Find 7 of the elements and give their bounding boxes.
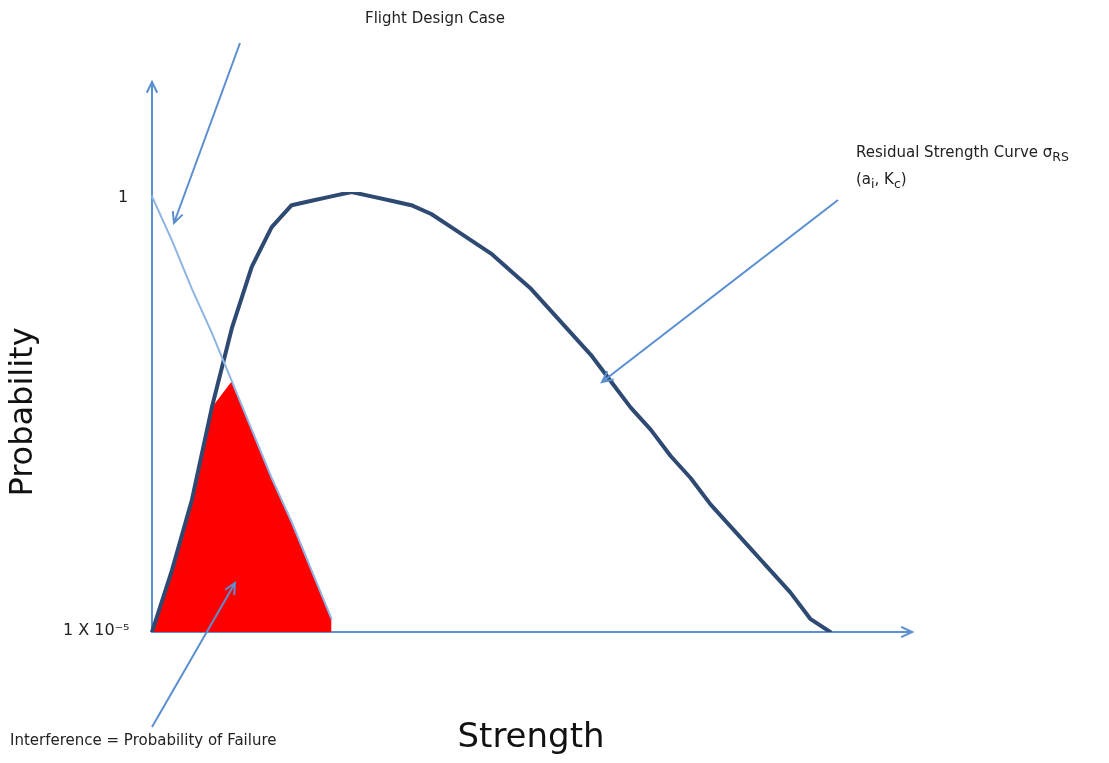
text: Interference = Probability of Failure: [10, 730, 277, 751]
text: Flight Design Case: [365, 8, 505, 29]
text: 1 X 10⁻⁵: [63, 620, 130, 640]
text: 1: [118, 187, 129, 207]
x-axis-title: Strength: [457, 715, 605, 756]
y-axis-title: Probability: [1, 327, 40, 497]
text: Residual Strength Curve σ$_{RS}$ (a$_{i}$, K$_{c}$): [856, 143, 1069, 191]
